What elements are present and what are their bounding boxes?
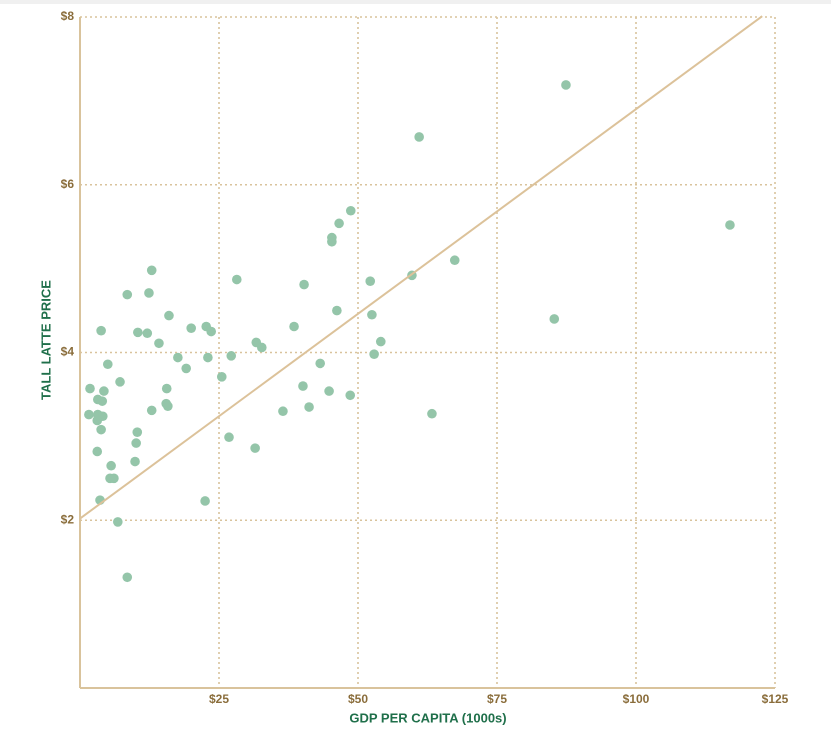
trend-line xyxy=(79,15,763,520)
point xyxy=(132,427,143,437)
point xyxy=(122,572,133,583)
point xyxy=(369,349,379,359)
point xyxy=(99,386,109,396)
point xyxy=(367,309,377,320)
point xyxy=(365,276,376,287)
point xyxy=(200,496,210,506)
point xyxy=(332,305,342,316)
y-tick-label: $4 xyxy=(61,345,75,359)
point xyxy=(146,265,157,276)
point xyxy=(304,402,314,412)
point xyxy=(257,342,267,353)
point xyxy=(186,323,196,333)
point xyxy=(250,443,260,453)
point xyxy=(103,359,113,370)
point xyxy=(449,255,460,266)
point xyxy=(133,327,143,338)
point xyxy=(299,279,309,290)
point xyxy=(315,358,325,369)
point xyxy=(345,390,356,401)
point xyxy=(216,372,227,382)
point xyxy=(226,351,237,361)
point xyxy=(96,325,106,336)
x-tick-label: $100 xyxy=(623,692,650,706)
point xyxy=(122,289,133,300)
point xyxy=(414,132,424,142)
point xyxy=(561,80,571,90)
top-bar xyxy=(0,0,831,4)
point xyxy=(278,406,288,417)
point xyxy=(146,405,157,416)
x-tick-label: $125 xyxy=(762,692,789,706)
y-tick-label: $2 xyxy=(61,512,75,526)
x-tick-label: $25 xyxy=(209,692,229,706)
point xyxy=(161,383,172,394)
point xyxy=(144,288,154,298)
point xyxy=(96,424,106,435)
point xyxy=(298,381,308,391)
point xyxy=(113,517,123,527)
point xyxy=(131,438,141,448)
point xyxy=(84,409,94,420)
point xyxy=(334,218,344,229)
x-axis-title: GDP PER CAPITA (1000s) xyxy=(349,710,506,725)
point xyxy=(725,220,735,230)
x-tick-label: $50 xyxy=(348,692,368,706)
point xyxy=(427,408,437,419)
x-tick-label: $75 xyxy=(487,692,507,706)
point xyxy=(92,446,103,457)
point xyxy=(130,456,140,467)
point xyxy=(345,205,356,216)
y-tick-label: $6 xyxy=(61,177,75,191)
point xyxy=(85,383,95,394)
point xyxy=(154,338,164,349)
point xyxy=(203,352,213,363)
point xyxy=(324,386,334,396)
point xyxy=(142,328,153,339)
point xyxy=(231,274,242,285)
point xyxy=(164,310,174,321)
point xyxy=(375,336,386,347)
y-tick-label: $8 xyxy=(61,9,75,23)
point xyxy=(92,415,103,426)
point xyxy=(289,321,299,332)
point xyxy=(181,363,191,374)
point xyxy=(106,460,116,471)
point xyxy=(109,473,119,484)
point xyxy=(206,326,217,337)
point xyxy=(97,396,108,406)
point xyxy=(224,432,234,443)
point xyxy=(549,314,560,324)
point xyxy=(115,377,125,387)
point xyxy=(327,236,337,247)
y-axis-title: TALL LATTE PRICE xyxy=(38,280,53,400)
point xyxy=(163,401,173,411)
point xyxy=(173,352,183,363)
